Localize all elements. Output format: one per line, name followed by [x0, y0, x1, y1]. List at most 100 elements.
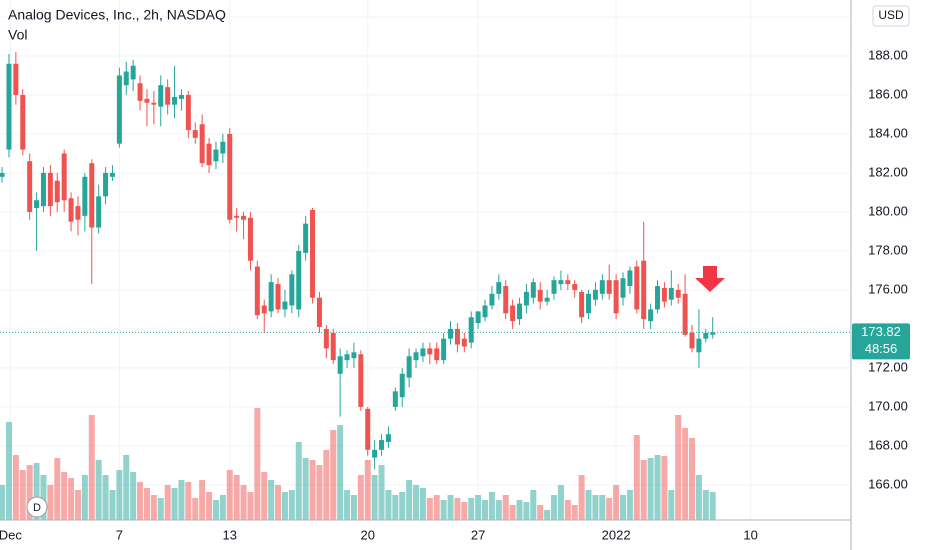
volume-bar — [330, 430, 337, 520]
candle-body — [34, 200, 40, 209]
currency: USD — [878, 8, 904, 22]
marker-circle — [26, 496, 48, 518]
volume-bar — [702, 490, 709, 520]
volume-bar — [164, 485, 171, 520]
bar-countdown: 48:56 — [865, 341, 898, 356]
x-tick-label: 7 — [116, 527, 123, 542]
candle-body — [475, 311, 481, 324]
candle-body — [330, 332, 336, 361]
candle-body — [268, 282, 274, 312]
volume-bar — [81, 475, 88, 520]
candle-body — [606, 280, 612, 294]
candle-body — [254, 266, 260, 316]
y-tick-label: 178.00 — [868, 242, 908, 257]
candle-body — [351, 352, 357, 359]
chart-title: Analog Devices, Inc., 2h, NASDAQ — [8, 7, 226, 23]
candle-body — [454, 328, 460, 345]
volume-bar — [116, 470, 123, 520]
candle-body — [47, 172, 53, 207]
candle-body — [558, 280, 564, 285]
candle-body — [316, 297, 322, 327]
volume-bar — [102, 475, 109, 520]
volume-bar — [599, 495, 606, 520]
volume-bar — [268, 480, 275, 520]
candle-body — [468, 317, 474, 343]
volume-bar — [130, 472, 137, 520]
volume-bar — [26, 465, 33, 520]
volume-bar — [564, 500, 571, 520]
candle-body — [448, 328, 454, 339]
candle-body — [261, 305, 267, 314]
candle-body — [420, 348, 426, 357]
volume-bar — [571, 505, 578, 520]
volume-bar — [654, 455, 661, 520]
candle-body — [551, 280, 557, 294]
volume-bar — [350, 495, 357, 520]
x-tick-label: Dec — [0, 527, 22, 542]
candle-body — [82, 176, 88, 216]
volume-bar — [626, 490, 633, 520]
volume-bar — [433, 495, 440, 520]
volume-bar — [551, 495, 558, 520]
volume-bar — [689, 438, 696, 520]
volume-bar — [219, 495, 226, 520]
y-tick-label: 168.00 — [868, 437, 908, 452]
y-tick-label: 172.00 — [868, 359, 908, 374]
candle-body — [199, 124, 205, 164]
candle-body — [13, 63, 19, 95]
down-arrow-annotation — [695, 266, 725, 292]
volume-bar — [585, 490, 592, 520]
candle-body — [282, 301, 288, 310]
volume-bar — [261, 472, 268, 520]
volume-bar — [695, 475, 702, 520]
candle-body — [0, 172, 5, 177]
x-tick-label: 27 — [471, 527, 485, 542]
candle-body — [220, 141, 226, 154]
candle-body — [385, 434, 391, 443]
dividend-marker[interactable]: D — [26, 496, 48, 518]
volume-bar — [143, 488, 150, 520]
candle-body — [427, 348, 433, 355]
candle-body — [579, 291, 585, 318]
candle-body — [572, 284, 578, 290]
candle-body — [213, 149, 219, 162]
candle-body — [634, 266, 640, 310]
volume-label: Vol — [8, 27, 27, 43]
last-price-label: 173.82 — [861, 324, 901, 339]
volume-bar — [192, 498, 199, 520]
candle-body — [27, 161, 33, 212]
candle-body — [517, 303, 523, 320]
candle-body — [565, 280, 571, 285]
volume-bar — [509, 505, 516, 520]
volume-bar — [12, 455, 19, 520]
volume-bar — [419, 488, 426, 520]
volume-bar — [309, 460, 316, 520]
volume-bar — [357, 475, 364, 520]
volume-bar — [502, 495, 509, 520]
volume-bar — [392, 495, 399, 520]
volume-bar — [578, 475, 585, 520]
volume-bar — [275, 485, 282, 520]
candle-body — [530, 282, 536, 298]
volume-bar — [544, 510, 551, 520]
candle-body — [599, 280, 605, 294]
volume-bar — [254, 408, 261, 520]
volume-bar — [675, 415, 682, 520]
candle-body — [178, 94, 184, 99]
volume-bar — [406, 480, 413, 520]
candle-body — [172, 96, 178, 105]
volume-bar — [482, 500, 489, 520]
candle-body — [247, 217, 253, 261]
volume-bar — [54, 458, 61, 520]
candle-body — [68, 198, 74, 222]
candle-body — [703, 332, 709, 339]
currency-badge[interactable] — [872, 5, 910, 27]
volume-bar — [88, 415, 95, 520]
candle-body — [406, 356, 412, 378]
candle-body — [655, 286, 661, 310]
volume-bar — [461, 502, 468, 520]
candle-body — [689, 332, 695, 349]
volume-bar — [530, 490, 537, 520]
volume-bar — [137, 482, 144, 520]
volume-bar — [385, 490, 392, 520]
